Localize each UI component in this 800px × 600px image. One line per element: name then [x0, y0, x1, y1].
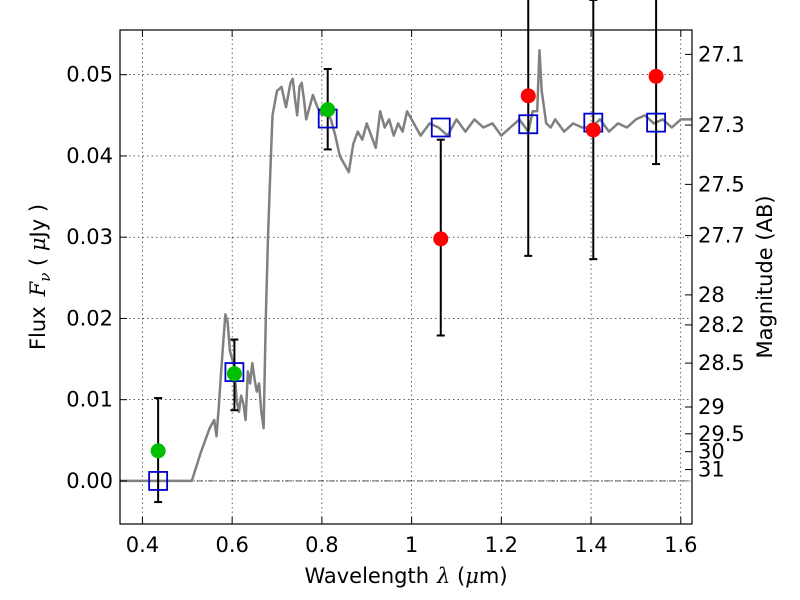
x-tick-label: 0.6: [215, 533, 248, 557]
model-band-square: [430, 117, 451, 138]
error-bars: [154, 0, 661, 504]
y-tick-label: 0.03: [66, 225, 113, 249]
x-tick-label: 0.8: [305, 533, 338, 557]
grid-lines: [120, 30, 692, 524]
upper-limit-flux-point: [648, 68, 664, 84]
spectrum-line: [120, 49, 692, 483]
y-axis-title-unit-mu: μ: [26, 237, 50, 251]
y2-tick-label: 29.5: [698, 422, 745, 446]
model-spectrum: [120, 49, 692, 483]
y-axis-title-unit-open: (: [26, 251, 50, 273]
y-axis-title-symbol: F: [26, 280, 50, 297]
x-axis-title-unit-mu: μ: [465, 564, 479, 588]
y-tick-label: 0.01: [66, 388, 113, 412]
plot-frame: [119, 29, 693, 525]
x-axis-title-unit-close: m): [479, 564, 508, 588]
model-band-square: [148, 471, 169, 491]
model-band-square: [646, 112, 667, 133]
y2-tick-label: 29: [698, 395, 725, 419]
model-band-square: [518, 114, 539, 135]
y2-tick-label: 27.7: [698, 224, 745, 248]
x-tick-label: 1.4: [574, 533, 607, 557]
upper-limit-flux-point: [433, 231, 449, 247]
y2-tick-label: 27.5: [698, 172, 745, 196]
y2-axis-title: Magnitude (AB): [753, 195, 777, 358]
detected-flux-point: [320, 102, 336, 118]
tick-labels: 0.4 0.6 0.8 1 1.2 1.4 1.6 0.00 0.01 0.02 0.03 0.04 0…: [66, 42, 745, 557]
x-tick-label: 1.6: [664, 533, 697, 557]
y2-tick-label: 31: [698, 458, 725, 482]
y-axis-title-subscript: ν: [36, 273, 54, 282]
x-axis-title-symbol: λ: [436, 564, 450, 588]
y2-tick-label: 27.3: [698, 113, 745, 137]
y-axis-title-unit-close: Jy ): [26, 204, 50, 240]
y-tick-label: 0.00: [66, 469, 113, 493]
x-axis-title-unit-open: (: [450, 564, 465, 588]
x-axis-title-word: Wavelength: [304, 564, 429, 588]
y2-tick-label: 28.5: [698, 351, 745, 375]
y2-tick-label: 28: [698, 283, 725, 307]
upper-limit-flux-point: [520, 88, 536, 104]
y-tick-label: 0.04: [66, 144, 113, 168]
x-tick-label: 0.4: [126, 533, 159, 557]
detected-flux-point: [150, 443, 166, 459]
model-band-squares: [148, 108, 667, 491]
y2-tick-label: 28.2: [698, 313, 745, 337]
detected-flux-point: [226, 366, 242, 382]
y-axis-title: Flux Fν ( μJy ): [26, 204, 54, 350]
y2-tick-label: 27.1: [698, 42, 745, 66]
x-axis-title: Wavelength λ (μm): [304, 564, 507, 588]
upper-limit-flux-point: [585, 122, 601, 138]
y-tick-label: 0.02: [66, 306, 113, 330]
x-tick-label: 1: [405, 533, 418, 557]
y-tick-label: 0.05: [66, 63, 113, 87]
axis-ticks: [120, 30, 692, 524]
x-tick-label: 1.2: [485, 533, 518, 557]
y2-tick-label: 30: [698, 440, 725, 464]
y-axis-title-word: Flux: [26, 306, 50, 350]
photometry-points: [150, 68, 664, 459]
